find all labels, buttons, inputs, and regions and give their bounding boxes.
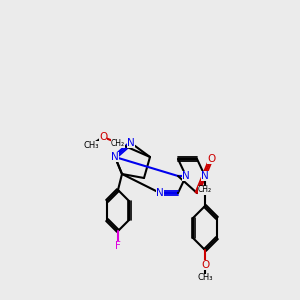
Text: N: N bbox=[111, 152, 119, 162]
Text: N: N bbox=[182, 171, 190, 181]
Text: N: N bbox=[201, 171, 209, 181]
Text: F: F bbox=[115, 241, 121, 251]
Text: O: O bbox=[207, 154, 215, 164]
Text: O: O bbox=[201, 260, 209, 270]
Text: CH₃: CH₃ bbox=[83, 140, 99, 149]
Text: N: N bbox=[156, 188, 164, 198]
Text: CH₃: CH₃ bbox=[197, 274, 213, 283]
Text: CH₂: CH₂ bbox=[198, 185, 212, 194]
Text: O: O bbox=[99, 132, 107, 142]
Text: N: N bbox=[127, 138, 135, 148]
Text: CH₂: CH₂ bbox=[111, 139, 125, 148]
